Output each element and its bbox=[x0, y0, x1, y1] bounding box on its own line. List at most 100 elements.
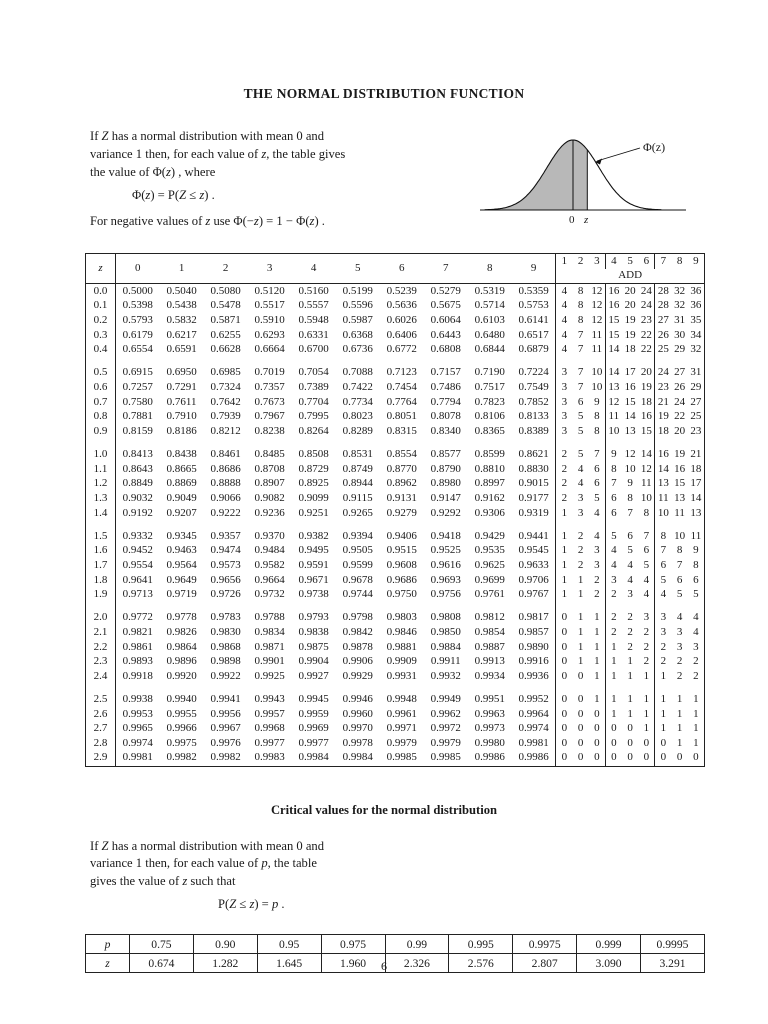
add-value-cell: 22 bbox=[638, 328, 656, 343]
phi-value-cell: 0.5714 bbox=[474, 299, 505, 312]
z-value-cell: 1.1 bbox=[85, 462, 117, 477]
z-value-cell: 3.291 bbox=[640, 953, 705, 973]
add-value-cell: 32 bbox=[674, 284, 686, 297]
phi-value-cell: 0.9162 bbox=[474, 491, 505, 504]
phi-value-cell: 0.9812 bbox=[474, 611, 505, 624]
table-row: 0.7 0.7580 0.7611 0.7642 0.7673 0.7704 0.7734 0… bbox=[85, 395, 705, 410]
add-value-cell: 2 bbox=[561, 477, 568, 490]
phi-value-cell: 0.9966 bbox=[166, 722, 197, 735]
add-value-cell: 2 bbox=[627, 625, 633, 638]
add-value-cell: 1 bbox=[588, 602, 606, 626]
add-value-cell: 2 bbox=[577, 544, 584, 557]
add-value-cell: 11 bbox=[588, 328, 606, 343]
add-value-cell: 10 bbox=[638, 491, 656, 506]
phi-value-cell: 0.9554 bbox=[122, 558, 153, 571]
add-value-cell: 7 bbox=[611, 477, 617, 490]
phi-value-cell: 0.8925 bbox=[298, 477, 329, 490]
phi-value-cell: 0.6217 bbox=[166, 328, 197, 341]
phi-value-cell: 0.9854 bbox=[474, 625, 505, 638]
phi-value-cell: 0.7794 bbox=[430, 395, 461, 408]
phi-value-cell: 0.9951 bbox=[474, 692, 505, 705]
add-value-cell: 6 bbox=[577, 395, 584, 408]
add-value-cell: 29 bbox=[690, 381, 702, 393]
add-column-header: 6 bbox=[638, 253, 656, 269]
phi-value-cell: 0.6700 bbox=[298, 343, 329, 356]
phi-value-cell: 0.9952 bbox=[511, 683, 557, 707]
z-value-cell: 1.0 bbox=[85, 439, 117, 463]
phi-value-cell: 0.9131 bbox=[386, 491, 417, 504]
phi-value-cell: 0.5675 bbox=[430, 299, 461, 312]
add-value-cell: 1 bbox=[577, 573, 584, 586]
phi-value-cell: 0.9983 bbox=[254, 751, 285, 764]
add-value-cell: 7 bbox=[638, 520, 656, 544]
phi-value-cell: 0.7611 bbox=[166, 395, 197, 408]
add-value-cell: 21 bbox=[657, 395, 669, 408]
phi-value-cell: 0.6331 bbox=[298, 328, 329, 341]
add-value-cell: 2 bbox=[638, 640, 656, 655]
phi-value-cell: 0.9868 bbox=[210, 640, 241, 653]
phi-value-cell: 0.9864 bbox=[166, 640, 197, 653]
add-value-cell: 0 bbox=[611, 751, 617, 764]
add-value-cell: 5 bbox=[577, 448, 584, 460]
phi-value-cell: 0.9918 bbox=[122, 669, 153, 682]
phi-value-cell: 0.9953 bbox=[122, 707, 153, 720]
add-value-cell: 0 bbox=[627, 722, 633, 735]
z-value-cell: 2.0 bbox=[85, 602, 117, 626]
add-value-cell: 1 bbox=[693, 722, 699, 735]
add-value-cell: 13 bbox=[608, 381, 620, 393]
phi-value-cell: 0.9236 bbox=[254, 506, 285, 519]
add-value-cell: 5 bbox=[611, 529, 617, 542]
phi-value-cell: 0.8289 bbox=[342, 424, 373, 437]
phi-value-cell: 0.9893 bbox=[122, 655, 153, 668]
phi-value-cell: 0.9985 bbox=[430, 751, 461, 764]
phi-value-cell: 0.9948 bbox=[386, 692, 417, 705]
add-value-cell: 6 bbox=[693, 573, 699, 586]
phi-value-cell: 0.7580 bbox=[122, 395, 153, 408]
add-value-cell: 6 bbox=[588, 462, 606, 477]
phi-value-cell: 0.9986 bbox=[474, 751, 505, 764]
phi-value-cell: 0.9756 bbox=[430, 588, 461, 601]
zero-label: 0 bbox=[569, 214, 575, 226]
add-value-cell: 0 bbox=[561, 669, 568, 682]
add-value-cell: 8 bbox=[627, 491, 633, 504]
add-value-cell: 9 bbox=[611, 448, 617, 460]
phi-value-cell: 0.9846 bbox=[386, 625, 417, 638]
phi-value-cell: 0.6480 bbox=[474, 328, 505, 341]
phi-value-cell: 0.9265 bbox=[342, 506, 373, 519]
phi-value-cell: 0.5160 bbox=[298, 284, 329, 297]
phi-value-cell: 0.6772 bbox=[386, 343, 417, 356]
add-value-cell: 20 bbox=[624, 284, 636, 297]
add-value-cell: 1 bbox=[561, 506, 568, 519]
add-value-cell: 7 bbox=[588, 439, 606, 463]
phi-value-cell: 0.8413 bbox=[122, 448, 153, 460]
phi-value-cell: 0.9890 bbox=[511, 640, 557, 655]
add-value-cell: 1 bbox=[588, 654, 606, 670]
add-value-cell: 1 bbox=[693, 692, 699, 705]
phi-value-cell: 0.9938 bbox=[122, 692, 153, 705]
table-row: 2.4 0.9918 0.9920 0.9922 0.9925 0.9927 0.9929 0… bbox=[85, 669, 705, 684]
add-value-cell: 2 bbox=[627, 640, 633, 653]
add-value-cell: 6 bbox=[611, 491, 617, 504]
add-value-cell: 26 bbox=[657, 328, 669, 341]
phi-value-cell: 0.9608 bbox=[386, 558, 417, 571]
column-header: 5 bbox=[335, 253, 380, 285]
z-value-cell: 1.4 bbox=[85, 506, 117, 521]
add-value-cell: 0 bbox=[588, 721, 606, 737]
phi-value-cell: 0.9463 bbox=[166, 544, 197, 557]
phi-value-cell: 0.9972 bbox=[430, 722, 461, 735]
phi-value-cell: 0.9961 bbox=[386, 707, 417, 720]
table-row: 0.0 0.5000 0.5040 0.5080 0.5120 0.5160 0.5199 0… bbox=[85, 283, 705, 299]
add-value-cell: 3 bbox=[611, 573, 617, 586]
phi-value-cell: 0.9945 bbox=[298, 692, 329, 705]
add-value-cell: 3 bbox=[627, 588, 633, 601]
phi-value-cell: 0.7673 bbox=[254, 395, 285, 408]
add-value-cell: 4 bbox=[627, 573, 633, 586]
table-row: 0.4 0.6554 0.6591 0.6628 0.6664 0.6700 0.6736 0… bbox=[85, 342, 705, 358]
add-value-cell: 1 bbox=[577, 611, 584, 624]
bell-curve-figure: Φ(z) 0 z bbox=[480, 139, 686, 226]
z-value-cell: 2.576 bbox=[448, 953, 514, 973]
phi-value-cell: 0.7324 bbox=[210, 381, 241, 393]
phi-value-cell: 0.9975 bbox=[166, 736, 197, 749]
phi-arrow bbox=[596, 147, 641, 162]
